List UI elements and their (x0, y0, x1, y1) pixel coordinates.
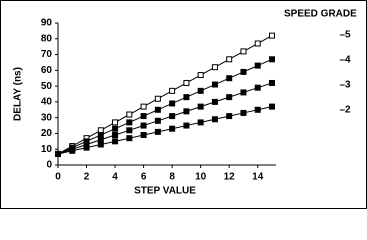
chart: DELAY (ns) STEP VALUE SPEED GRADE 010203… (0, 0, 367, 209)
marker (154, 95, 161, 102)
series-line (57, 35, 273, 155)
marker (254, 106, 261, 113)
legend-label: –3 (339, 80, 351, 91)
y-tick-label: 80 (41, 33, 53, 44)
marker (83, 144, 90, 151)
marker (211, 81, 218, 88)
marker (69, 147, 76, 154)
y-axis-label: DELAY (ns) (13, 67, 24, 121)
y-tick-label: 10 (41, 144, 53, 155)
marker (240, 89, 247, 96)
legend-label: –2 (339, 105, 351, 116)
marker (240, 109, 247, 116)
x-tick-label: 12 (224, 172, 236, 183)
marker (197, 119, 204, 126)
marker (197, 72, 204, 79)
y-tick-label: 30 (41, 112, 53, 123)
series-line (57, 106, 273, 155)
page: {"chart_data": {"type": "line", "xlabel"… (0, 0, 367, 209)
marker (154, 117, 161, 124)
marker (126, 135, 133, 142)
marker (154, 128, 161, 135)
y-tick-label: 0 (46, 160, 52, 171)
marker (140, 113, 147, 120)
marker (140, 103, 147, 110)
marker (112, 132, 119, 139)
y-tick-label: 90 (41, 18, 53, 29)
x-tick-label: 6 (141, 172, 147, 183)
marker (269, 56, 275, 63)
x-tick-label: 2 (84, 172, 90, 183)
marker (211, 116, 218, 123)
x-tick-label: 8 (169, 172, 175, 183)
marker (112, 119, 119, 126)
x-tick-label: 14 (252, 172, 264, 183)
marker (183, 94, 190, 101)
legend-label: –4 (339, 55, 351, 66)
series-line (57, 82, 273, 155)
marker (140, 122, 147, 129)
x-tick-label: 10 (195, 172, 207, 183)
frame (0, 0, 367, 209)
x-axis-label: STEP VALUE (134, 186, 196, 197)
marker (240, 48, 247, 55)
marker (211, 64, 218, 71)
marker (97, 141, 104, 148)
marker (211, 98, 218, 105)
marker (269, 79, 275, 86)
y-tick-label: 70 (41, 49, 53, 60)
x-tick-label: 4 (112, 172, 118, 183)
y-tick-label: 60 (41, 65, 53, 76)
marker (55, 150, 61, 157)
x-tick-label: 0 (55, 172, 61, 183)
marker (254, 84, 261, 91)
marker (240, 68, 247, 75)
marker (154, 106, 161, 113)
series-line (57, 58, 273, 155)
marker (183, 79, 190, 86)
marker (254, 40, 261, 47)
marker (254, 62, 261, 69)
marker (183, 108, 190, 115)
marker (126, 119, 133, 126)
y-tick-label: 50 (41, 81, 53, 92)
marker (140, 132, 147, 139)
marker (112, 138, 119, 145)
marker (197, 87, 204, 94)
marker (169, 113, 176, 120)
marker (226, 94, 233, 101)
marker (226, 113, 233, 120)
marker (169, 87, 176, 94)
marker (112, 125, 119, 132)
marker (226, 56, 233, 63)
marker (126, 111, 133, 118)
marker (269, 32, 275, 39)
marker (169, 100, 176, 107)
legend-label: –5 (339, 30, 351, 41)
y-tick-label: 40 (41, 97, 53, 108)
marker (183, 122, 190, 129)
y-tick-label: 20 (41, 128, 53, 139)
marker (169, 125, 176, 132)
marker (269, 103, 275, 110)
marker (226, 75, 233, 82)
marker (126, 127, 133, 134)
marker (197, 103, 204, 110)
legend-title: SPEED GRADE (284, 9, 357, 20)
